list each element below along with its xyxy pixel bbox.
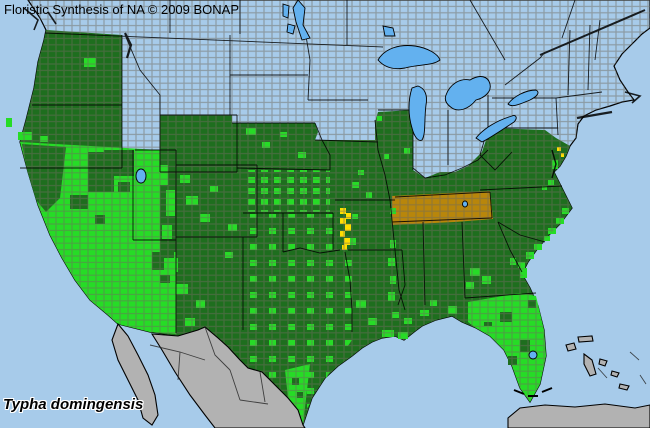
state-boundaries — [20, 0, 646, 333]
great-lakes-and-waterbodies — [135, 0, 539, 360]
lake-nipigon — [382, 25, 396, 37]
lake-superior — [377, 45, 441, 70]
species-name-label: Typha domingensis — [3, 396, 144, 413]
andros-island — [583, 352, 597, 377]
baja-california — [111, 322, 159, 426]
great-salt-lake — [135, 168, 147, 184]
lake-okeechobee — [528, 350, 538, 360]
mexico-mainland — [150, 326, 306, 428]
lake-michigan — [408, 85, 427, 141]
lake-huron — [444, 76, 491, 111]
map-title: Floristic Synthesis of NA © 2009 BONAP — [4, 2, 240, 17]
florida-keys — [513, 387, 553, 397]
lake-erie — [475, 115, 517, 143]
lake-ontario — [507, 89, 539, 107]
outside-flora-gray-regions — [111, 322, 650, 428]
cuba — [507, 403, 650, 428]
mexico-state-lines — [149, 326, 269, 405]
county-grid-overlay — [20, 0, 650, 425]
lake-winnipeg — [292, 0, 311, 41]
